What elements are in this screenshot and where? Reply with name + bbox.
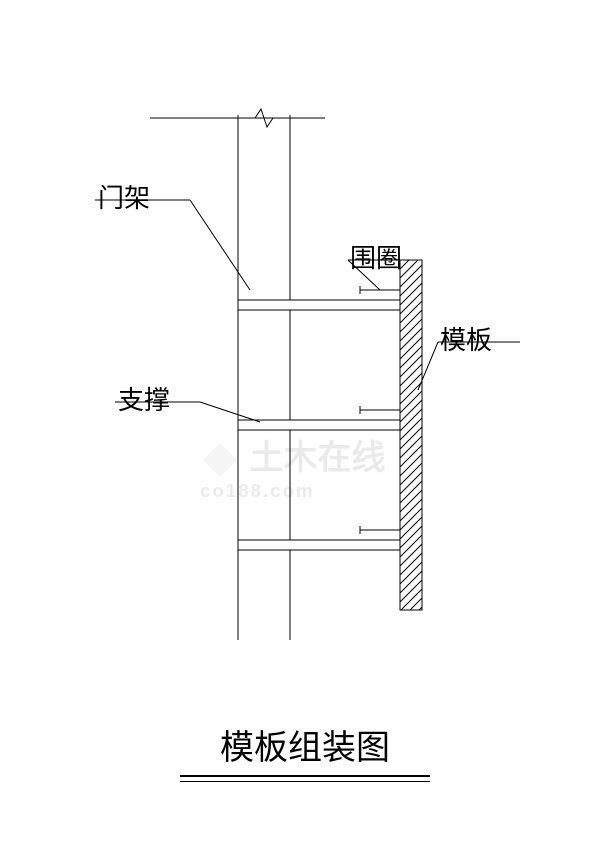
label-gate-frame: 门架	[98, 178, 150, 215]
title-underline-thick	[180, 775, 430, 777]
diagram-title: 模板组装图	[180, 720, 430, 769]
watermark-main: 土木在线	[249, 439, 385, 477]
title-underline-thin	[180, 781, 430, 782]
watermark: 土木在线 co188.com	[200, 430, 385, 502]
watermark-sub: co188.com	[200, 480, 385, 502]
label-formwork: 模板	[440, 320, 492, 357]
diagram-title-block: 模板组装图	[180, 720, 430, 782]
label-brace: 支撑	[118, 380, 170, 417]
label-collar: 围圈	[350, 238, 402, 275]
watermark-icon	[200, 440, 240, 480]
